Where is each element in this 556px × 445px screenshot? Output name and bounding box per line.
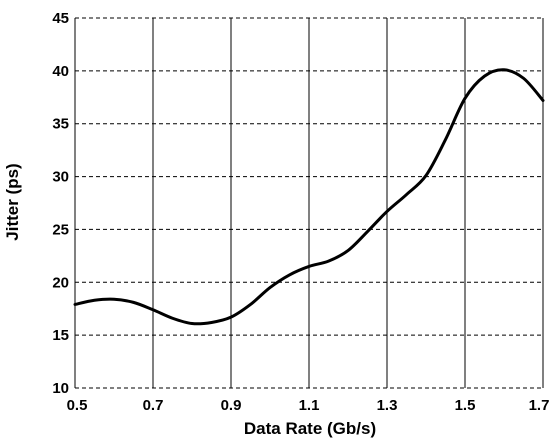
x-tick-label: 1.7 xyxy=(529,397,550,414)
y-tick-label: 15 xyxy=(52,327,69,344)
x-tick-label: 0.5 xyxy=(67,397,88,414)
y-tick-label: 35 xyxy=(52,116,69,133)
grid xyxy=(74,17,544,389)
tick-labels: 10 15 20 25 30 35 40 45 0.5 0.7 0.9 1.1 1.3 1.5 1.7 xyxy=(52,10,549,414)
x-tick-label: 1.3 xyxy=(377,397,398,414)
x-tick-label: 1.1 xyxy=(299,397,320,414)
y-axis-title: Jitter (ps) xyxy=(3,163,22,240)
x-tick-label: 0.7 xyxy=(143,397,164,414)
y-tick-label: 45 xyxy=(52,10,69,27)
x-axis-title: Data Rate (Gb/s) xyxy=(244,419,376,438)
series-layer xyxy=(73,68,545,326)
y-tick-label: 20 xyxy=(52,274,69,291)
x-tick-label: 0.9 xyxy=(221,397,242,414)
x-tick-label: 1.5 xyxy=(455,397,476,414)
y-tick-label: 40 xyxy=(52,63,69,80)
y-tick-label: 25 xyxy=(52,221,69,238)
y-tick-label: 10 xyxy=(52,380,69,397)
jitter-series-line xyxy=(73,68,545,326)
y-tick-label: 30 xyxy=(52,169,69,186)
